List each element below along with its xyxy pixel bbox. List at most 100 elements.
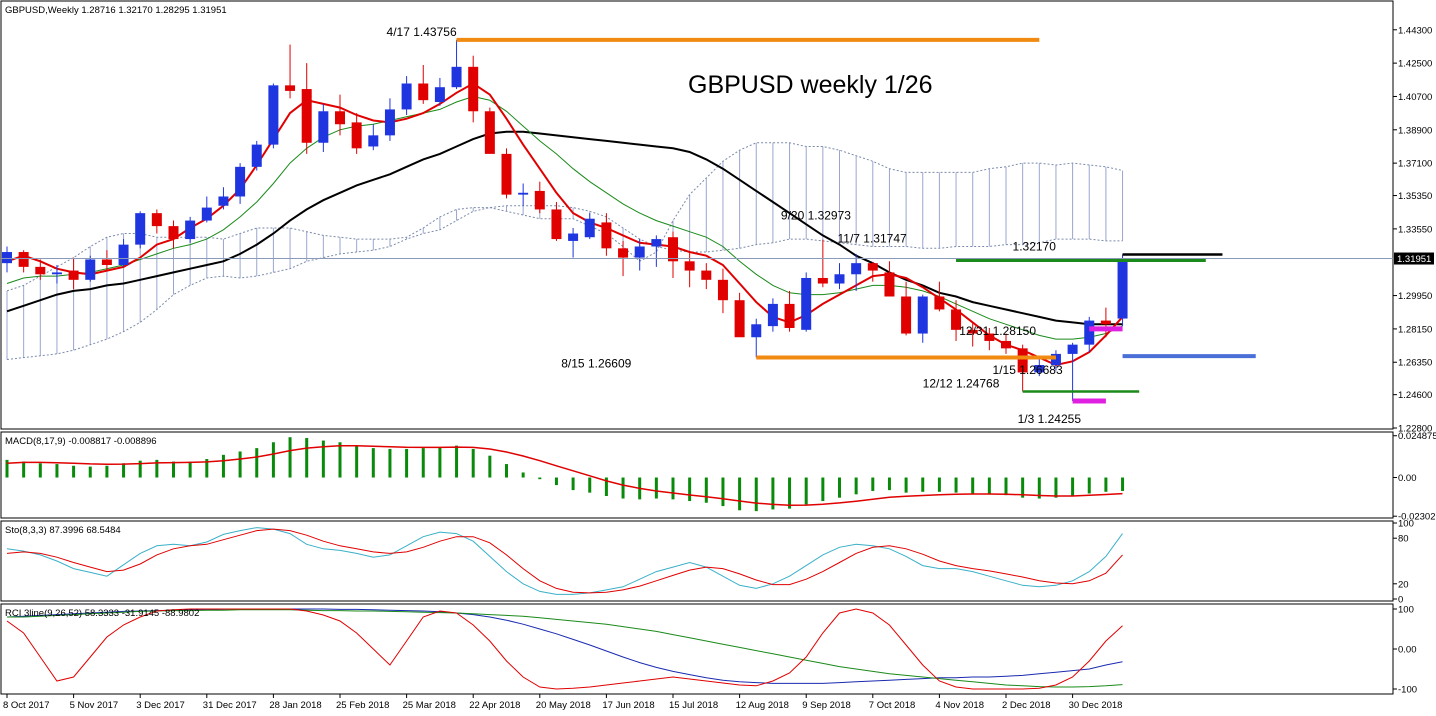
macd-histogram-bar [288,437,292,478]
macd-histogram-bar [5,459,9,478]
macd-histogram-bar [338,442,342,478]
bull-candle [85,259,96,280]
bull-candle [218,196,229,206]
bear-candle [1100,320,1111,325]
macd-indicator [5,437,1125,512]
rci-panel-header: RCI 3line(9,26,52) 58.3333 -31.9145 -88.… [5,608,199,619]
macd-histogram-bar [904,477,908,493]
y-tick-label: 80 [1398,534,1409,545]
macd-histogram-bar [621,477,625,499]
macd-histogram-bar [22,461,26,478]
annotations: 4/17 1.43756 8/15 1.26609 9/20 1.32973 11/7… [387,25,1256,426]
macd-histogram-bar [871,477,875,491]
macd-histogram-bar [921,477,925,492]
y-tick-label: 0.00 [1398,473,1417,484]
current-price-tag [1394,252,1434,265]
macd-histogram-bar [255,448,259,478]
x-tick-label: 25 Feb 2018 [336,700,389,711]
bull-candle [518,192,529,195]
x-tick-label: 4 Nov 2018 [935,700,984,711]
macd-histogram-bar [987,477,991,495]
y-tick-label: 1.22800 [1398,424,1432,435]
macd-histogram-bar [671,477,675,500]
bull-candle [201,207,212,221]
macd-histogram-bar [788,477,792,509]
bull-candle [751,324,762,338]
x-tick-label: 9 Sep 2018 [802,700,851,711]
y-tick-label: 0 [1398,595,1403,606]
y-tick-label: -0.023026 [1398,512,1436,523]
y-tick-label: 1.29950 [1398,291,1432,302]
x-tick-label: 31 Dec 2017 [203,700,257,711]
x-tick-label: 25 Mar 2018 [403,700,456,711]
macd-histogram-bar [455,445,459,478]
bear-candle [701,270,712,280]
x-tick-label: 5 Nov 2017 [70,700,119,711]
candlesticks [2,39,1128,401]
macd-histogram-bar [854,477,858,495]
bull-candle [118,244,129,266]
bull-candle [834,274,845,284]
macd-histogram-bar [88,466,92,478]
bear-candle [168,226,179,240]
x-tick-label: 8 Oct 2017 [3,700,49,711]
bear-candle [1001,340,1011,349]
bull-candle [2,252,12,264]
macd-histogram-bar [355,445,359,478]
macd-histogram-bar [971,477,975,494]
y-tick-label: -100 [1398,685,1417,696]
bull-candle [917,296,928,334]
bear-candle [867,263,878,271]
macd-panel[interactable] [0,431,1394,519]
bear-candle [468,66,479,112]
y-tick-label: 1.24600 [1398,390,1432,401]
macd-histogram-bar [838,477,841,498]
macd-histogram-bar [804,477,808,505]
bull-candle [434,87,445,103]
macd-histogram-bar [721,477,725,507]
macd-histogram-bar [738,477,742,511]
bear-candle [684,261,695,271]
macd-histogram-bar [688,477,692,502]
bull-candle [634,246,645,258]
annotation-label: 4/17 1.43756 [387,25,457,39]
bear-candle [984,333,995,341]
y-tick-label: 1.38900 [1398,125,1432,136]
y-tick-label: 1.26350 [1398,358,1432,369]
macd-histogram-bar [771,477,775,510]
bull-candle [368,135,379,147]
price-panel-header: GBPUSD,Weekly 1.28716 1.32170 1.28295 1.… [5,5,227,16]
macd-histogram-bar [321,440,325,478]
bull-candle [767,303,778,327]
y-tick-label: 1.42500 [1398,59,1432,70]
bull-candle [1084,320,1095,345]
y-tick-label: 0.00 [1398,645,1417,656]
macd-histogram-bar [371,448,375,478]
macd-histogram-bar [405,448,409,478]
x-tick-label: 12 Aug 2018 [736,700,789,711]
bear-candle [551,209,562,240]
annotation-label: 11/7 1.31747 [838,231,908,245]
price-panel[interactable] [0,0,1394,430]
y-tick-label: 1.44300 [1398,25,1432,36]
stochastic-indicator [6,527,1123,595]
bear-candle [18,252,29,267]
macd-histogram-bar [604,477,608,496]
bear-candle [301,89,312,143]
macd-histogram-bar [105,465,109,478]
macd-histogram-bar [172,461,175,478]
bear-candle [618,248,629,258]
macd-histogram-bar [1021,477,1025,498]
stochastic-panel[interactable] [0,520,1394,602]
macd-histogram-bar [72,465,76,478]
macd-histogram-bar [521,472,525,478]
bull-candle [651,239,662,247]
x-tick-label: 30 Dec 2018 [1069,700,1123,711]
macd-histogram-bar [305,438,309,478]
bull-candle [384,109,395,136]
x-tick-label: 22 Apr 2018 [469,700,520,711]
current-price-label: 1.31951 [1397,254,1431,265]
macd-histogram-bar [1004,477,1008,496]
macd-histogram-bar [538,477,542,480]
x-tick-label: 3 Dec 2017 [136,700,185,711]
